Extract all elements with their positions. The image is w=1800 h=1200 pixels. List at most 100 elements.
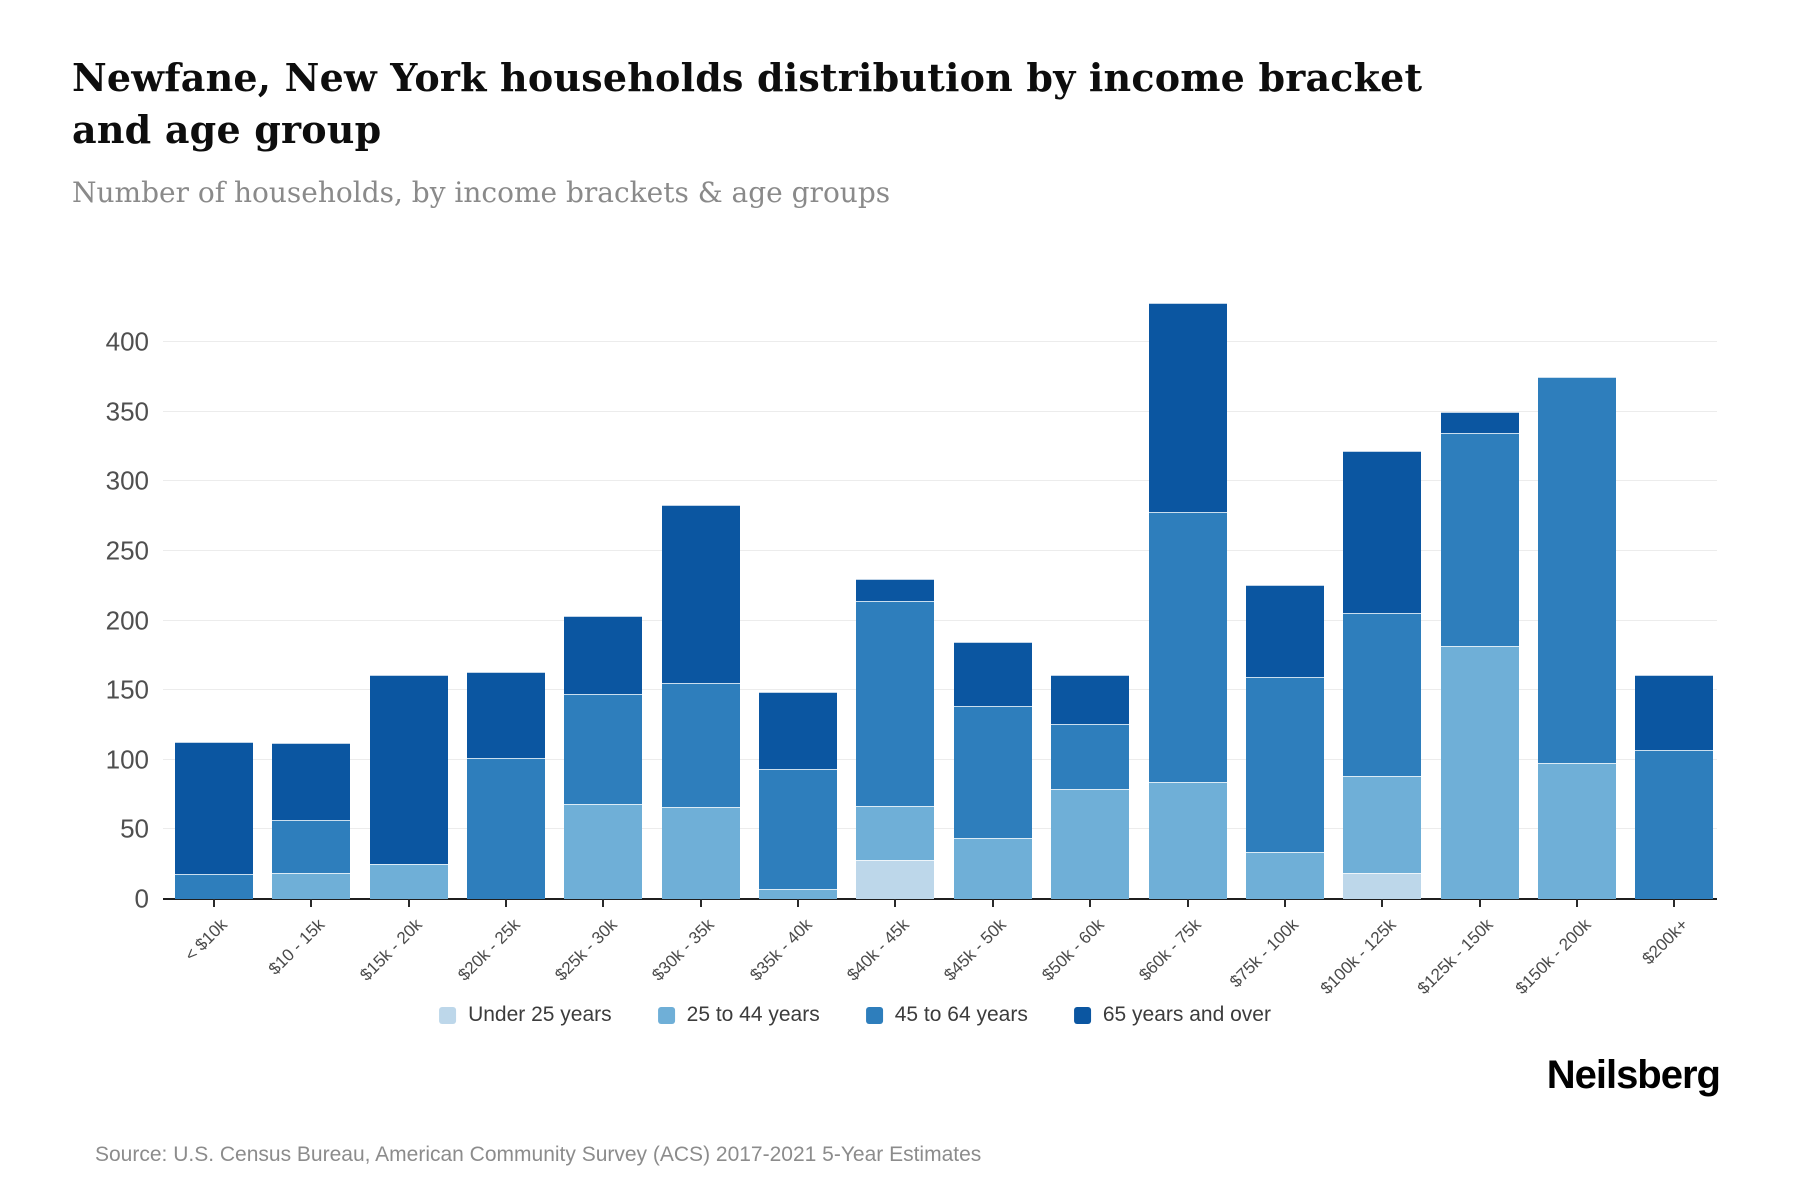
- legend-label: 25 to 44 years: [686, 1003, 820, 1026]
- bar-group--60k-75k: [1148, 303, 1227, 899]
- x-axis-tick: [1478, 899, 1481, 907]
- legend-label: 65 years and over: [1102, 1003, 1271, 1026]
- bar-segment[interactable]: [175, 874, 253, 899]
- x-axis-label: $100k - 125k: [1316, 915, 1400, 998]
- bar-segment[interactable]: [953, 706, 1032, 838]
- bar-segment[interactable]: [564, 694, 643, 804]
- x-axis-tick: [1283, 899, 1286, 907]
- y-axis-label-50: 50: [120, 813, 149, 844]
- legend-swatch-icon: [1073, 1006, 1091, 1024]
- legend-item-45-to-64-years[interactable]: 45 to 64 years: [865, 1003, 1028, 1027]
- bar-segment[interactable]: [369, 864, 448, 899]
- bar-group--10-15k: [272, 743, 351, 899]
- bar-segment[interactable]: [1537, 377, 1616, 763]
- bar-segment[interactable]: [759, 889, 838, 899]
- gridline-100: [163, 758, 1717, 760]
- bar-segment[interactable]: [1051, 789, 1130, 899]
- bar-segment[interactable]: [564, 616, 643, 694]
- bar-segment[interactable]: [175, 742, 253, 874]
- legend-item-25-to-44-years[interactable]: 25 to 44 years: [657, 1003, 820, 1027]
- source-note: Source: U.S. Census Bureau, American Com…: [95, 1143, 982, 1166]
- bar-segment[interactable]: [467, 758, 546, 899]
- bar-segment[interactable]: [759, 769, 838, 889]
- gridline-250: [163, 549, 1717, 551]
- bar-group--25k-30k: [564, 616, 643, 899]
- bar-segment[interactable]: [1148, 782, 1227, 899]
- bar-segment[interactable]: [856, 601, 935, 806]
- x-axis-label: $125k - 150k: [1414, 915, 1497, 998]
- bar-segment[interactable]: [856, 860, 935, 899]
- bar-segment[interactable]: [661, 683, 740, 807]
- bar-segment[interactable]: [369, 675, 448, 864]
- x-axis-label: $50k - 60k: [1038, 915, 1108, 985]
- bar-segment[interactable]: [759, 692, 838, 769]
- y-axis-label-300: 300: [105, 465, 149, 496]
- bar-group--75k-100k: [1245, 585, 1324, 899]
- gridline-350: [163, 410, 1717, 412]
- bar-segment[interactable]: [272, 820, 351, 873]
- bar-group--45k-50k: [953, 642, 1032, 899]
- bar-segment[interactable]: [1635, 675, 1714, 750]
- x-axis-tick: [213, 899, 215, 907]
- bar-segment[interactable]: [1440, 646, 1519, 899]
- bar-group--30k-35k: [661, 505, 740, 899]
- y-axis-label-200: 200: [105, 605, 149, 635]
- bar-segment[interactable]: [1440, 412, 1519, 433]
- bar-segment[interactable]: [1635, 750, 1714, 899]
- bar-segment[interactable]: [1245, 677, 1324, 852]
- x-axis-tick: [894, 899, 897, 907]
- x-axis-label: $30k - 35k: [648, 915, 719, 985]
- legend-label: 45 to 64 years: [894, 1003, 1028, 1026]
- x-axis-label: $35k - 40k: [745, 915, 816, 985]
- bar-group--20k-25k: [467, 672, 546, 899]
- bar-segment[interactable]: [953, 642, 1032, 706]
- x-axis-label: $150k - 200k: [1511, 915, 1595, 998]
- x-axis-tick: [407, 899, 410, 907]
- x-axis-tick: [505, 899, 508, 907]
- bar-segment[interactable]: [272, 743, 351, 820]
- brand-logo: Neilsberg: [1546, 1053, 1721, 1097]
- bar-segment[interactable]: [1343, 873, 1422, 899]
- x-axis-tick: [1186, 899, 1189, 907]
- bar-segment[interactable]: [953, 838, 1032, 899]
- legend-item-under-25-years[interactable]: Under 25 years: [439, 1003, 612, 1027]
- bar-segment[interactable]: [1537, 763, 1616, 899]
- x-axis-tick: [602, 899, 605, 907]
- gridline-150: [163, 689, 1717, 691]
- bar-segment[interactable]: [661, 505, 740, 683]
- bar-segment[interactable]: [856, 806, 935, 860]
- bar-segment[interactable]: [1440, 433, 1519, 646]
- bar-segment[interactable]: [1051, 675, 1130, 724]
- bar-group--100k-125k: [1343, 451, 1422, 899]
- bar-segment[interactable]: [856, 579, 935, 601]
- chart-legend: Under 25 years 25 to 44 years 45 to 64 yea…: [439, 1003, 1271, 1027]
- bar-segment[interactable]: [1245, 852, 1324, 899]
- bar-group--15k-20k: [369, 675, 448, 899]
- bar-segment[interactable]: [1343, 613, 1422, 776]
- bar-segment[interactable]: [1343, 776, 1422, 873]
- x-axis-label: $25k - 30k: [551, 915, 621, 985]
- bar-segment[interactable]: [1148, 303, 1227, 512]
- bar-segment[interactable]: [1245, 585, 1324, 677]
- bar-segment[interactable]: [1051, 724, 1130, 789]
- x-axis-tick: [991, 899, 994, 907]
- bar-segment[interactable]: [661, 807, 740, 899]
- y-axis-label-100: 100: [105, 744, 149, 775]
- x-axis-tick: [310, 899, 313, 907]
- legend-item-65-years-and-over[interactable]: 65 years and over: [1073, 1003, 1271, 1027]
- x-axis-label: $10 - 15k: [265, 915, 329, 979]
- x-axis-label: $40k - 45k: [843, 915, 913, 985]
- bar-segment[interactable]: [1343, 451, 1422, 613]
- x-axis-tick: [699, 899, 702, 907]
- x-axis-tick: [1673, 899, 1676, 907]
- y-axis-label-150: 150: [105, 674, 149, 705]
- x-axis-label: $15k - 20k: [356, 915, 427, 985]
- bar-segment[interactable]: [467, 672, 546, 758]
- bar-segment[interactable]: [564, 804, 643, 899]
- bar-segment[interactable]: [1148, 512, 1227, 782]
- stacked-bar-chart-plot-area: 0 50 100 150 200 250 300 350 400 < $10k $10 - 15k $…: [106, 239, 1717, 998]
- bar-segment[interactable]: [272, 873, 351, 899]
- bar-group--40k-45k: [856, 579, 935, 899]
- bar-group--50k-60k: [1051, 675, 1130, 899]
